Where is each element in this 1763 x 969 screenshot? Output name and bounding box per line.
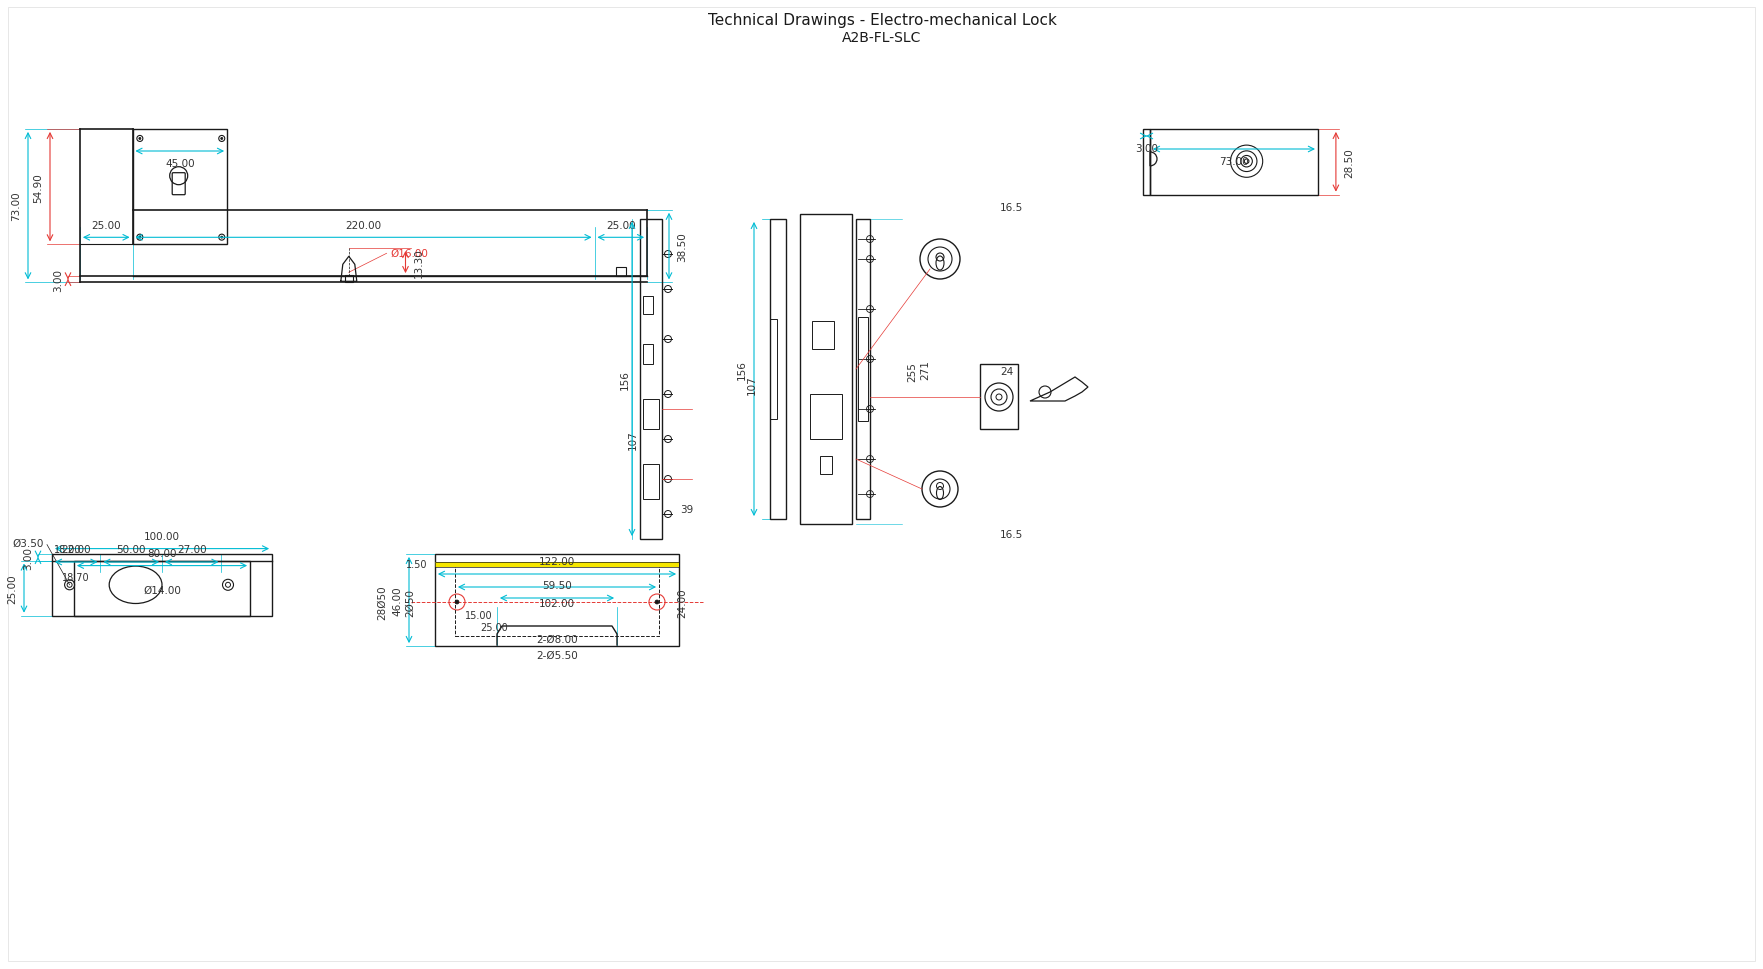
Text: 80.00: 80.00 xyxy=(148,548,176,558)
Text: 38.50: 38.50 xyxy=(677,232,688,262)
Bar xyxy=(455,564,659,637)
Ellipse shape xyxy=(936,487,943,500)
Circle shape xyxy=(139,139,141,141)
Text: 15.00: 15.00 xyxy=(465,610,492,620)
Text: 73.00: 73.00 xyxy=(1220,157,1248,167)
Text: 18.70: 18.70 xyxy=(62,573,90,582)
Text: 27.00: 27.00 xyxy=(176,545,206,554)
Text: 2Ø50: 2Ø50 xyxy=(405,588,414,616)
Text: Technical Drawings - Electro-mechanical Lock: Technical Drawings - Electro-mechanical … xyxy=(707,13,1056,27)
Text: 2-Ø8.00: 2-Ø8.00 xyxy=(536,635,578,644)
Circle shape xyxy=(220,236,222,239)
Text: 156: 156 xyxy=(737,359,748,380)
Circle shape xyxy=(220,139,222,141)
Text: 25.00: 25.00 xyxy=(92,221,122,231)
Text: 3.00: 3.00 xyxy=(1135,143,1158,154)
Bar xyxy=(643,297,652,315)
Bar xyxy=(857,220,869,519)
Bar xyxy=(980,364,1017,429)
Text: 3.00: 3.00 xyxy=(23,547,33,569)
Bar xyxy=(770,220,786,519)
Bar xyxy=(1142,130,1149,196)
Text: 22.00: 22.00 xyxy=(62,545,92,554)
Bar xyxy=(435,554,679,646)
Text: 13.30: 13.30 xyxy=(414,248,423,278)
Text: 2-Ø5.50: 2-Ø5.50 xyxy=(536,650,578,660)
Text: 220.00: 220.00 xyxy=(346,221,381,231)
Bar xyxy=(643,464,659,499)
Text: Ø3.50: Ø3.50 xyxy=(12,538,44,548)
Text: 107: 107 xyxy=(748,375,756,394)
Text: 59.50: 59.50 xyxy=(543,580,571,590)
Text: Ø14.00: Ø14.00 xyxy=(143,585,182,595)
Ellipse shape xyxy=(936,257,943,270)
Bar xyxy=(859,318,867,422)
Bar xyxy=(770,320,777,420)
Bar xyxy=(132,130,227,245)
Text: 45.00: 45.00 xyxy=(166,159,194,169)
Text: 50.00: 50.00 xyxy=(116,545,146,554)
Text: 54.90: 54.90 xyxy=(33,172,42,203)
Text: 16.5: 16.5 xyxy=(1000,203,1023,213)
Bar xyxy=(800,215,852,524)
Text: 24: 24 xyxy=(1000,366,1014,377)
Bar xyxy=(615,267,626,277)
Bar xyxy=(435,562,679,568)
Text: 271: 271 xyxy=(920,359,931,380)
Text: 122.00: 122.00 xyxy=(539,556,575,567)
Text: 255: 255 xyxy=(906,362,917,382)
Text: 100.00: 100.00 xyxy=(145,531,180,541)
Text: 16.5: 16.5 xyxy=(1000,529,1023,540)
Text: 1.50: 1.50 xyxy=(405,559,427,570)
Circle shape xyxy=(139,236,141,239)
Text: Ø16.00: Ø16.00 xyxy=(391,248,428,258)
Text: 73.00: 73.00 xyxy=(11,192,21,221)
Text: 39: 39 xyxy=(681,505,693,515)
Bar xyxy=(435,562,679,568)
Text: 18.00: 18.00 xyxy=(53,545,81,554)
Bar xyxy=(346,276,353,283)
Text: 107: 107 xyxy=(628,429,638,450)
Text: 25.00: 25.00 xyxy=(480,622,508,633)
Text: 28Ø50: 28Ø50 xyxy=(377,585,388,619)
Text: 156: 156 xyxy=(621,370,629,390)
Bar xyxy=(809,394,843,440)
Circle shape xyxy=(656,601,659,605)
Bar xyxy=(640,220,661,540)
Bar xyxy=(51,554,272,616)
Text: 25.00: 25.00 xyxy=(606,221,636,231)
Text: 102.00: 102.00 xyxy=(539,599,575,609)
Bar xyxy=(74,561,250,616)
Text: 28.50: 28.50 xyxy=(1343,147,1354,177)
Text: 3.00: 3.00 xyxy=(53,268,63,292)
Text: 24.00: 24.00 xyxy=(677,587,688,617)
Text: 25.00: 25.00 xyxy=(7,574,18,604)
Bar xyxy=(813,322,834,350)
Text: 46.00: 46.00 xyxy=(391,585,402,615)
Text: A2B-FL-SLC: A2B-FL-SLC xyxy=(843,31,922,45)
Bar xyxy=(1149,130,1319,196)
Bar xyxy=(820,456,832,475)
Bar xyxy=(643,399,659,429)
Circle shape xyxy=(455,601,458,605)
Bar xyxy=(643,345,652,364)
